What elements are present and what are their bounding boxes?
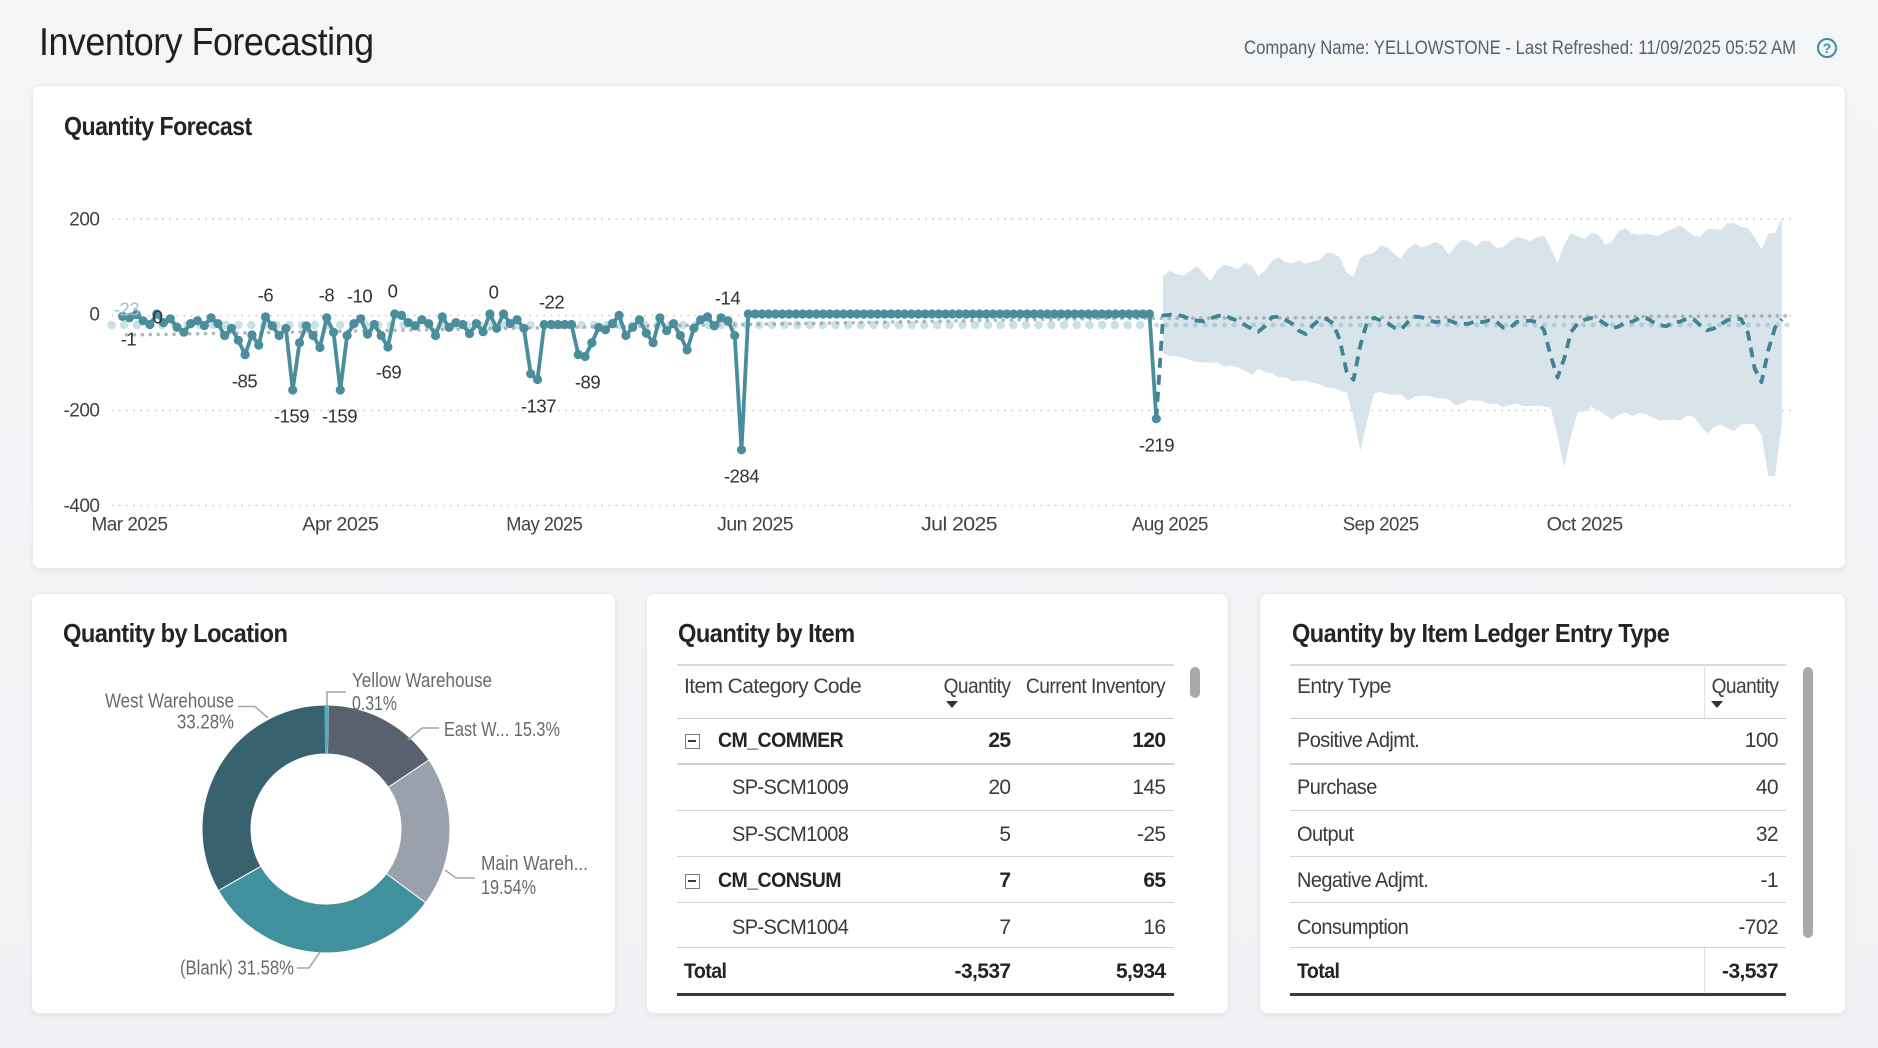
svg-text:0: 0 (152, 307, 162, 328)
svg-text:Jul 2025: Jul 2025 (921, 515, 997, 536)
svg-text:0: 0 (89, 305, 99, 326)
svg-text:Aug 2025: Aug 2025 (1131, 515, 1207, 536)
svg-text:0: 0 (488, 282, 498, 303)
svg-text:May 2025: May 2025 (506, 515, 582, 536)
svg-text:-23: -23 (113, 299, 138, 320)
svg-text:0.31%: 0.31% (352, 692, 397, 715)
svg-text:-10: -10 (346, 286, 371, 307)
svg-text:Apr 2025: Apr 2025 (302, 515, 378, 536)
svg-text:19.54%: 19.54% (481, 876, 536, 899)
svg-text:Main Wareh...: Main Wareh... (481, 852, 588, 875)
svg-text:-284: -284 (723, 466, 758, 487)
svg-text:Sep 2025: Sep 2025 (1342, 515, 1418, 536)
svg-text:-89: -89 (574, 372, 599, 393)
svg-text:-22: -22 (538, 292, 563, 313)
svg-text:(Blank) 31.58%: (Blank) 31.58% (180, 957, 294, 980)
svg-text:-14: -14 (714, 288, 739, 309)
svg-text:0: 0 (387, 281, 397, 302)
svg-text:-8: -8 (318, 285, 334, 306)
svg-text:Jun 2025: Jun 2025 (717, 515, 793, 536)
svg-text:200: 200 (69, 210, 99, 231)
svg-text:-200: -200 (63, 401, 99, 422)
svg-text:-159: -159 (321, 406, 356, 427)
svg-text:-159: -159 (273, 406, 308, 427)
svg-text:-69: -69 (375, 362, 400, 383)
svg-text:East W... 15.3%: East W... 15.3% (444, 718, 560, 741)
svg-text:-1: -1 (120, 329, 136, 350)
svg-text:-137: -137 (520, 396, 555, 417)
svg-text:33.28%: 33.28% (177, 711, 234, 734)
svg-text:West Warehouse: West Warehouse (105, 689, 234, 712)
svg-text:-85: -85 (231, 371, 256, 392)
svg-text:Mar 2025: Mar 2025 (91, 515, 167, 536)
svg-text:Yellow Warehouse: Yellow Warehouse (352, 669, 492, 692)
svg-text:-400: -400 (63, 496, 99, 517)
svg-text:-6: -6 (257, 285, 273, 306)
svg-text:-219: -219 (1138, 435, 1173, 456)
svg-text:Oct 2025: Oct 2025 (1546, 515, 1622, 536)
